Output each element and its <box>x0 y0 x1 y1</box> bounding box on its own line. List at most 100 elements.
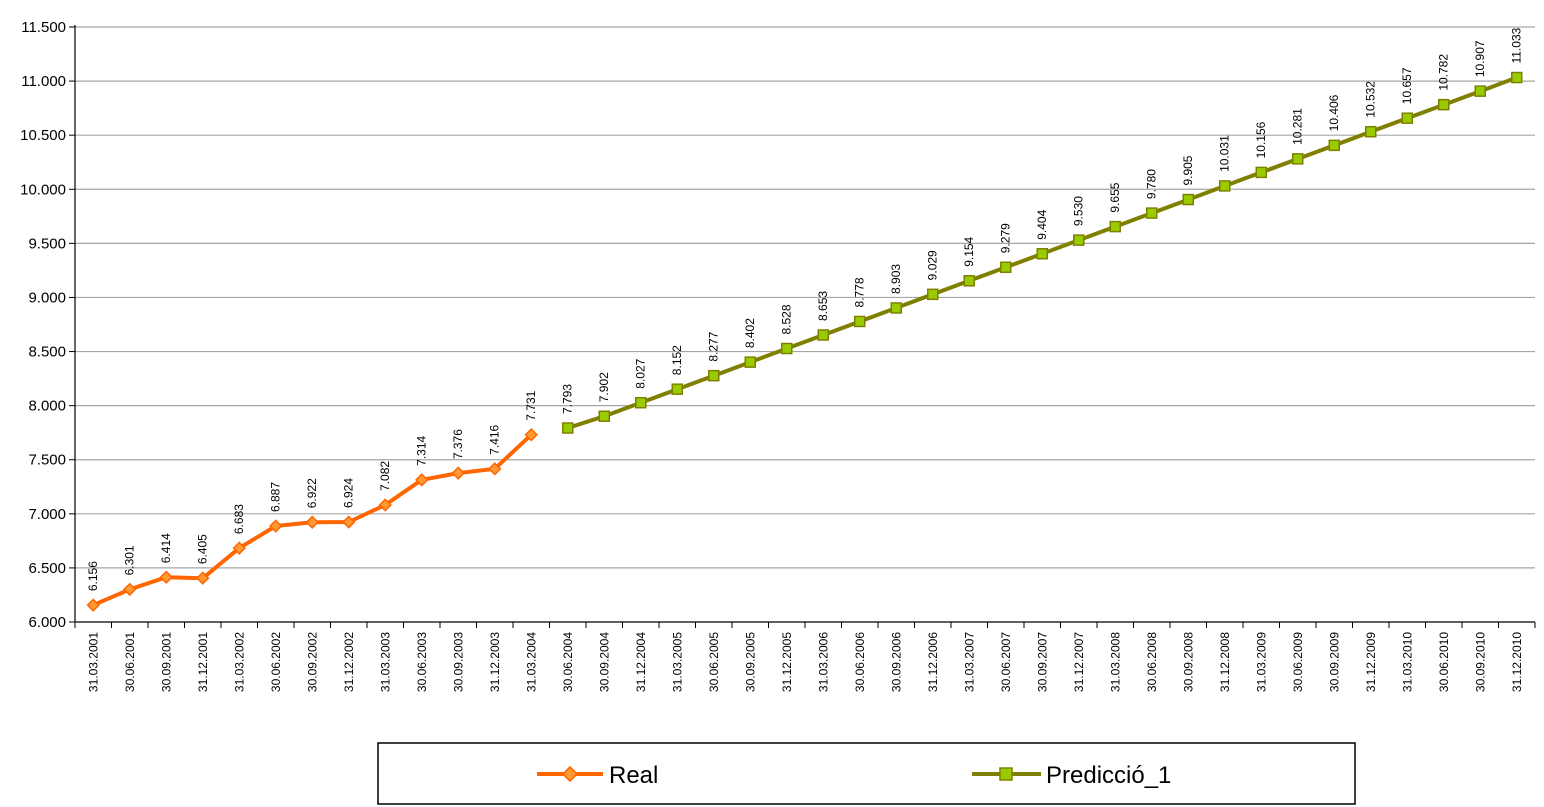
data-label: 10.031 <box>1218 135 1232 172</box>
data-label: 8.402 <box>743 318 757 348</box>
gridlines <box>75 26 1535 569</box>
point-real <box>378 498 392 512</box>
x-tick-label: 31.03.2009 <box>1254 632 1268 692</box>
data-label: 7.082 <box>378 461 392 491</box>
point-prediccio <box>708 369 720 382</box>
x-tick-label: 31.12.2002 <box>342 632 356 692</box>
point-prediccio <box>817 329 829 341</box>
data-label: 7.314 <box>415 435 429 465</box>
data-label: 8.903 <box>889 264 903 294</box>
data-label: 6.887 <box>269 482 283 512</box>
data-label: 8.277 <box>707 331 721 361</box>
data-label: 9.655 <box>1108 182 1122 212</box>
x-tick-label: 31.03.2006 <box>816 632 830 692</box>
y-tick-label: 7.500 <box>28 452 66 469</box>
point-prediccio <box>1365 125 1377 138</box>
data-label: 10.782 <box>1437 54 1451 91</box>
point-prediccio <box>1474 85 1486 97</box>
point-real <box>342 515 356 529</box>
data-label: 7.416 <box>488 424 502 454</box>
x-tick-label: 31.03.2007 <box>962 632 976 692</box>
x-tick-label: 30.09.2010 <box>1473 632 1487 692</box>
point-prediccio <box>1000 261 1012 274</box>
x-tick-label: 30.09.2001 <box>159 632 173 692</box>
data-label: 9.029 <box>926 250 940 280</box>
x-tick-label: 31.12.2001 <box>196 632 210 692</box>
data-label: 6.156 <box>86 561 100 591</box>
data-label: 7.793 <box>561 384 575 414</box>
x-tick-label: 31.03.2002 <box>232 632 246 692</box>
y-tick-label: 9.000 <box>28 289 66 306</box>
x-tick-label: 31.12.2008 <box>1218 632 1232 692</box>
point-prediccio <box>1182 193 1194 206</box>
point-real <box>86 598 100 612</box>
point-real <box>232 541 246 555</box>
point-prediccio <box>781 342 793 355</box>
point-real <box>305 515 319 529</box>
x-tick-label: 31.12.2004 <box>634 632 648 692</box>
point-prediccio <box>1255 166 1267 179</box>
x-tick-label: 31.03.2010 <box>1400 632 1414 692</box>
x-tick-label: 30.06.2003 <box>415 632 429 692</box>
data-label: 10.281 <box>1291 108 1305 145</box>
y-tick-label: 7.000 <box>28 506 66 523</box>
series <box>86 71 1523 612</box>
x-tick-label: 31.12.2003 <box>488 632 502 692</box>
data-label: 10.156 <box>1254 121 1268 158</box>
point-prediccio <box>1109 220 1121 233</box>
point-prediccio <box>963 275 975 287</box>
data-label: 6.922 <box>305 478 319 508</box>
point-prediccio <box>598 410 610 422</box>
point-prediccio <box>1328 139 1340 152</box>
data-label: 8.528 <box>780 304 794 334</box>
data-label: 8.152 <box>670 345 684 375</box>
point-real <box>159 570 173 584</box>
point-real <box>269 519 283 533</box>
point-prediccio <box>635 396 647 409</box>
data-label: 7.376 <box>451 429 465 459</box>
point-prediccio <box>1292 153 1304 165</box>
data-label: 7.731 <box>524 390 538 420</box>
x-tick-label: 31.12.2007 <box>1072 632 1086 692</box>
legend-marker-real <box>561 765 579 783</box>
point-prediccio <box>1511 71 1523 84</box>
data-label: 9.530 <box>1072 196 1086 226</box>
data-label: 6.405 <box>196 534 210 564</box>
x-tick-label: 30.06.2008 <box>1145 632 1159 692</box>
x-tick-label: 31.03.2004 <box>524 632 538 692</box>
legend: Real Predicció_1 <box>377 742 1356 805</box>
data-label: 8.778 <box>853 277 867 307</box>
x-tick-label: 30.09.2007 <box>1035 632 1049 692</box>
point-prediccio <box>927 288 939 301</box>
axes: 6.000 6.500 7.000 7.500 8.000 8.500 9.000 9.500… <box>20 19 1536 692</box>
x-tick-label: 31.03.2003 <box>378 632 392 692</box>
data-label: 6.301 <box>123 545 137 575</box>
x-tick-label: 30.06.2005 <box>707 632 721 692</box>
legend-item-prediccio: Predicció_1 <box>972 762 1171 789</box>
point-prediccio <box>562 422 574 434</box>
data-label: 9.154 <box>962 236 976 266</box>
y-tick-label: 10.500 <box>20 127 66 144</box>
x-tick-label: 30.06.2006 <box>853 632 867 692</box>
y-tick-label: 9.500 <box>28 235 66 252</box>
point-prediccio <box>890 302 902 314</box>
data-label: 6.414 <box>159 533 173 563</box>
data-label: 8.027 <box>634 358 648 388</box>
data-label: 10.907 <box>1473 40 1487 77</box>
x-tick-label: 31.03.2001 <box>86 632 100 692</box>
x-tick-label: 30.09.2002 <box>305 632 319 692</box>
data-label: 7.902 <box>597 372 611 402</box>
legend-marker-prediccio <box>999 767 1013 781</box>
point-real <box>123 582 137 597</box>
y-tick-label: 6.500 <box>28 560 66 577</box>
y-tick-label: 8.000 <box>28 398 66 415</box>
data-label: 10.532 <box>1364 81 1378 118</box>
y-tick-label: 11.500 <box>21 19 66 36</box>
y-tick-label: 11.000 <box>21 73 66 90</box>
data-label: 6.683 <box>232 504 246 534</box>
point-prediccio <box>1146 207 1158 219</box>
x-tick-label: 30.09.2009 <box>1327 632 1341 692</box>
data-label: 10.406 <box>1327 94 1341 131</box>
x-tick-label: 31.12.2010 <box>1510 632 1524 692</box>
